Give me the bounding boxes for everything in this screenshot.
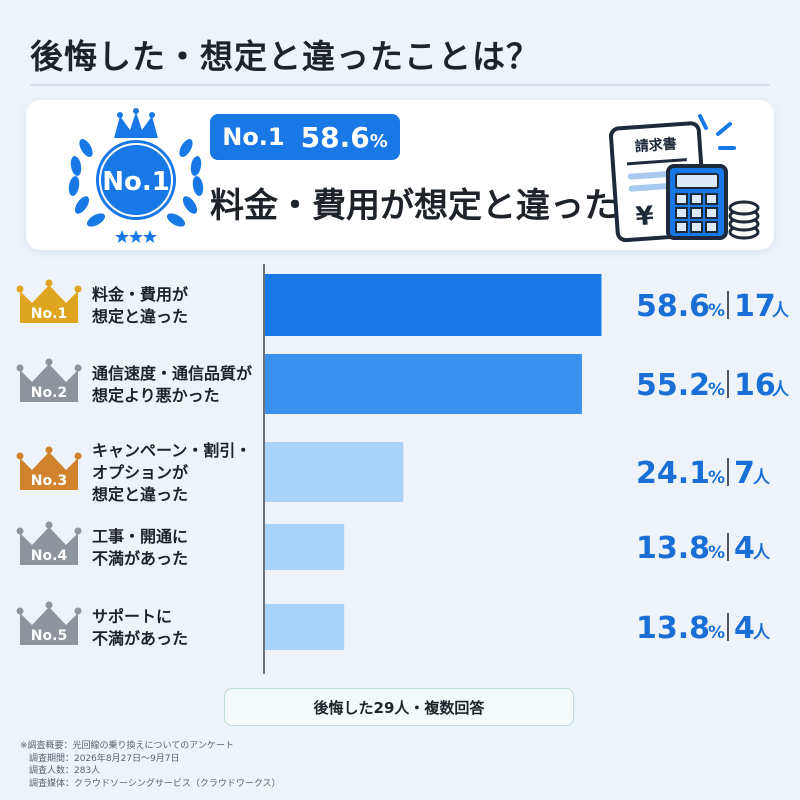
value-unit: %: [708, 468, 725, 488]
top-rank-percent-value: 58.6: [300, 120, 370, 154]
value-label: 58.6: [636, 289, 710, 324]
crown-jewel: [45, 601, 53, 609]
rank-label: No.3: [31, 473, 67, 489]
rank-crown-icon: [20, 285, 78, 323]
bar: [265, 524, 345, 570]
rank-crown-icon: [20, 364, 78, 402]
value-label: 55.2: [636, 368, 710, 403]
category-label: 料金・費用が: [92, 285, 188, 304]
crown-jewel: [45, 358, 53, 366]
crown-jewel: [74, 364, 82, 372]
crown-jewel: [16, 607, 24, 615]
bar: [265, 442, 404, 502]
rank-label: No.4: [31, 548, 68, 564]
count-label: 17: [734, 289, 776, 324]
ranking-bar-chart: No.1料金・費用が想定と違った 58.6% 17人No.2通信速度・通信品質が想定…: [16, 264, 790, 674]
count-label: 7: [734, 456, 755, 491]
crown-jewel: [74, 452, 82, 460]
count-label: 4: [734, 611, 755, 646]
survey-note-line: 調査人数：283人: [20, 766, 101, 776]
chart-row: No.1 料金・費用が想定と違った 58.6% 17人: [16, 274, 790, 336]
category-label: 想定より悪かった: [91, 386, 220, 405]
count-unit: 人: [753, 623, 771, 643]
category-label: 工事・開通に: [92, 527, 188, 546]
rank-label: No.5: [31, 628, 67, 644]
category-label: 不満があった: [92, 549, 188, 568]
top-result-card: No.1 No.1 58.6% 料金・費用が想定と違った 請求書 ¥: [26, 100, 774, 250]
invoice-calculator-icon: 請求書 ¥: [609, 114, 760, 243]
value-label: 13.8: [636, 611, 710, 646]
crown-jewel: [74, 607, 82, 615]
value-unit: %: [708, 380, 725, 400]
crown-jewel: [16, 527, 24, 535]
bar: [265, 274, 602, 336]
rank-crown-icon: [20, 452, 78, 490]
crown-jewel: [45, 279, 53, 287]
category-label: 想定と違った: [91, 307, 188, 326]
value-unit: %: [708, 543, 725, 563]
laurel-crown-badge-icon: No.1: [68, 108, 204, 243]
value-label: 24.1: [636, 456, 710, 491]
rank-label: No.1: [31, 306, 67, 322]
category-label: サポートに: [92, 607, 172, 626]
crown-jewel: [16, 364, 24, 372]
survey-note-line: 調査期間：2026年8月27日〜9月7日: [20, 753, 180, 764]
title-divider: [30, 84, 770, 86]
survey-note-line: ※調査概要：光回線の乗り換えについてのアンケート: [20, 741, 234, 751]
crown-jewel: [45, 446, 53, 454]
value-unit: %: [708, 623, 725, 643]
bar: [265, 354, 582, 414]
count-label: 16: [734, 368, 776, 403]
invoice-yen: ¥: [635, 201, 655, 232]
count-unit: 人: [753, 468, 771, 488]
survey-notes: ※調査概要：光回線の乗り換えについてのアンケート 調査期間：2026年8月27日…: [20, 740, 281, 790]
category-label: 通信速度・通信品質が: [92, 364, 252, 383]
respondent-note: 後悔した29人・複数回答: [224, 688, 574, 726]
count-unit: 人: [772, 301, 790, 321]
crown-jewel: [74, 285, 82, 293]
top-rank-label: No.1: [222, 123, 285, 151]
category-label: 想定と違った: [91, 485, 188, 504]
count-label: 4: [734, 531, 755, 566]
top-rank-headline: 料金・費用が想定と違った: [210, 186, 618, 226]
top-rank-percent: 58.6%: [301, 121, 388, 154]
top-rank-percent-unit: %: [369, 130, 388, 152]
crown-jewel: [16, 452, 24, 460]
count-unit: 人: [772, 380, 790, 400]
rank-crown-icon: [20, 607, 78, 645]
category-label: キャンペーン・割引・: [92, 441, 251, 460]
invoice-label: 請求書: [634, 135, 677, 155]
rank-label: No.2: [31, 385, 67, 401]
category-label: 不満があった: [92, 629, 188, 648]
count-unit: 人: [753, 543, 771, 563]
crown-jewel: [74, 527, 82, 535]
value-label: 13.8: [636, 531, 710, 566]
crown-jewel: [45, 521, 53, 529]
value-unit: %: [708, 301, 725, 321]
survey-note-line: 調査媒体：クラウドソーシングサービス（クラウドワークス）: [20, 778, 281, 789]
badge-label: No.1: [102, 167, 170, 197]
crown-jewel: [16, 285, 24, 293]
top-rank-pill: No.1 58.6%: [210, 114, 400, 160]
category-label: オプションが: [92, 463, 188, 482]
rank-crown-icon: [20, 527, 78, 565]
bar: [265, 604, 345, 650]
page-title: 後悔した・想定と違ったことは？: [30, 37, 540, 76]
